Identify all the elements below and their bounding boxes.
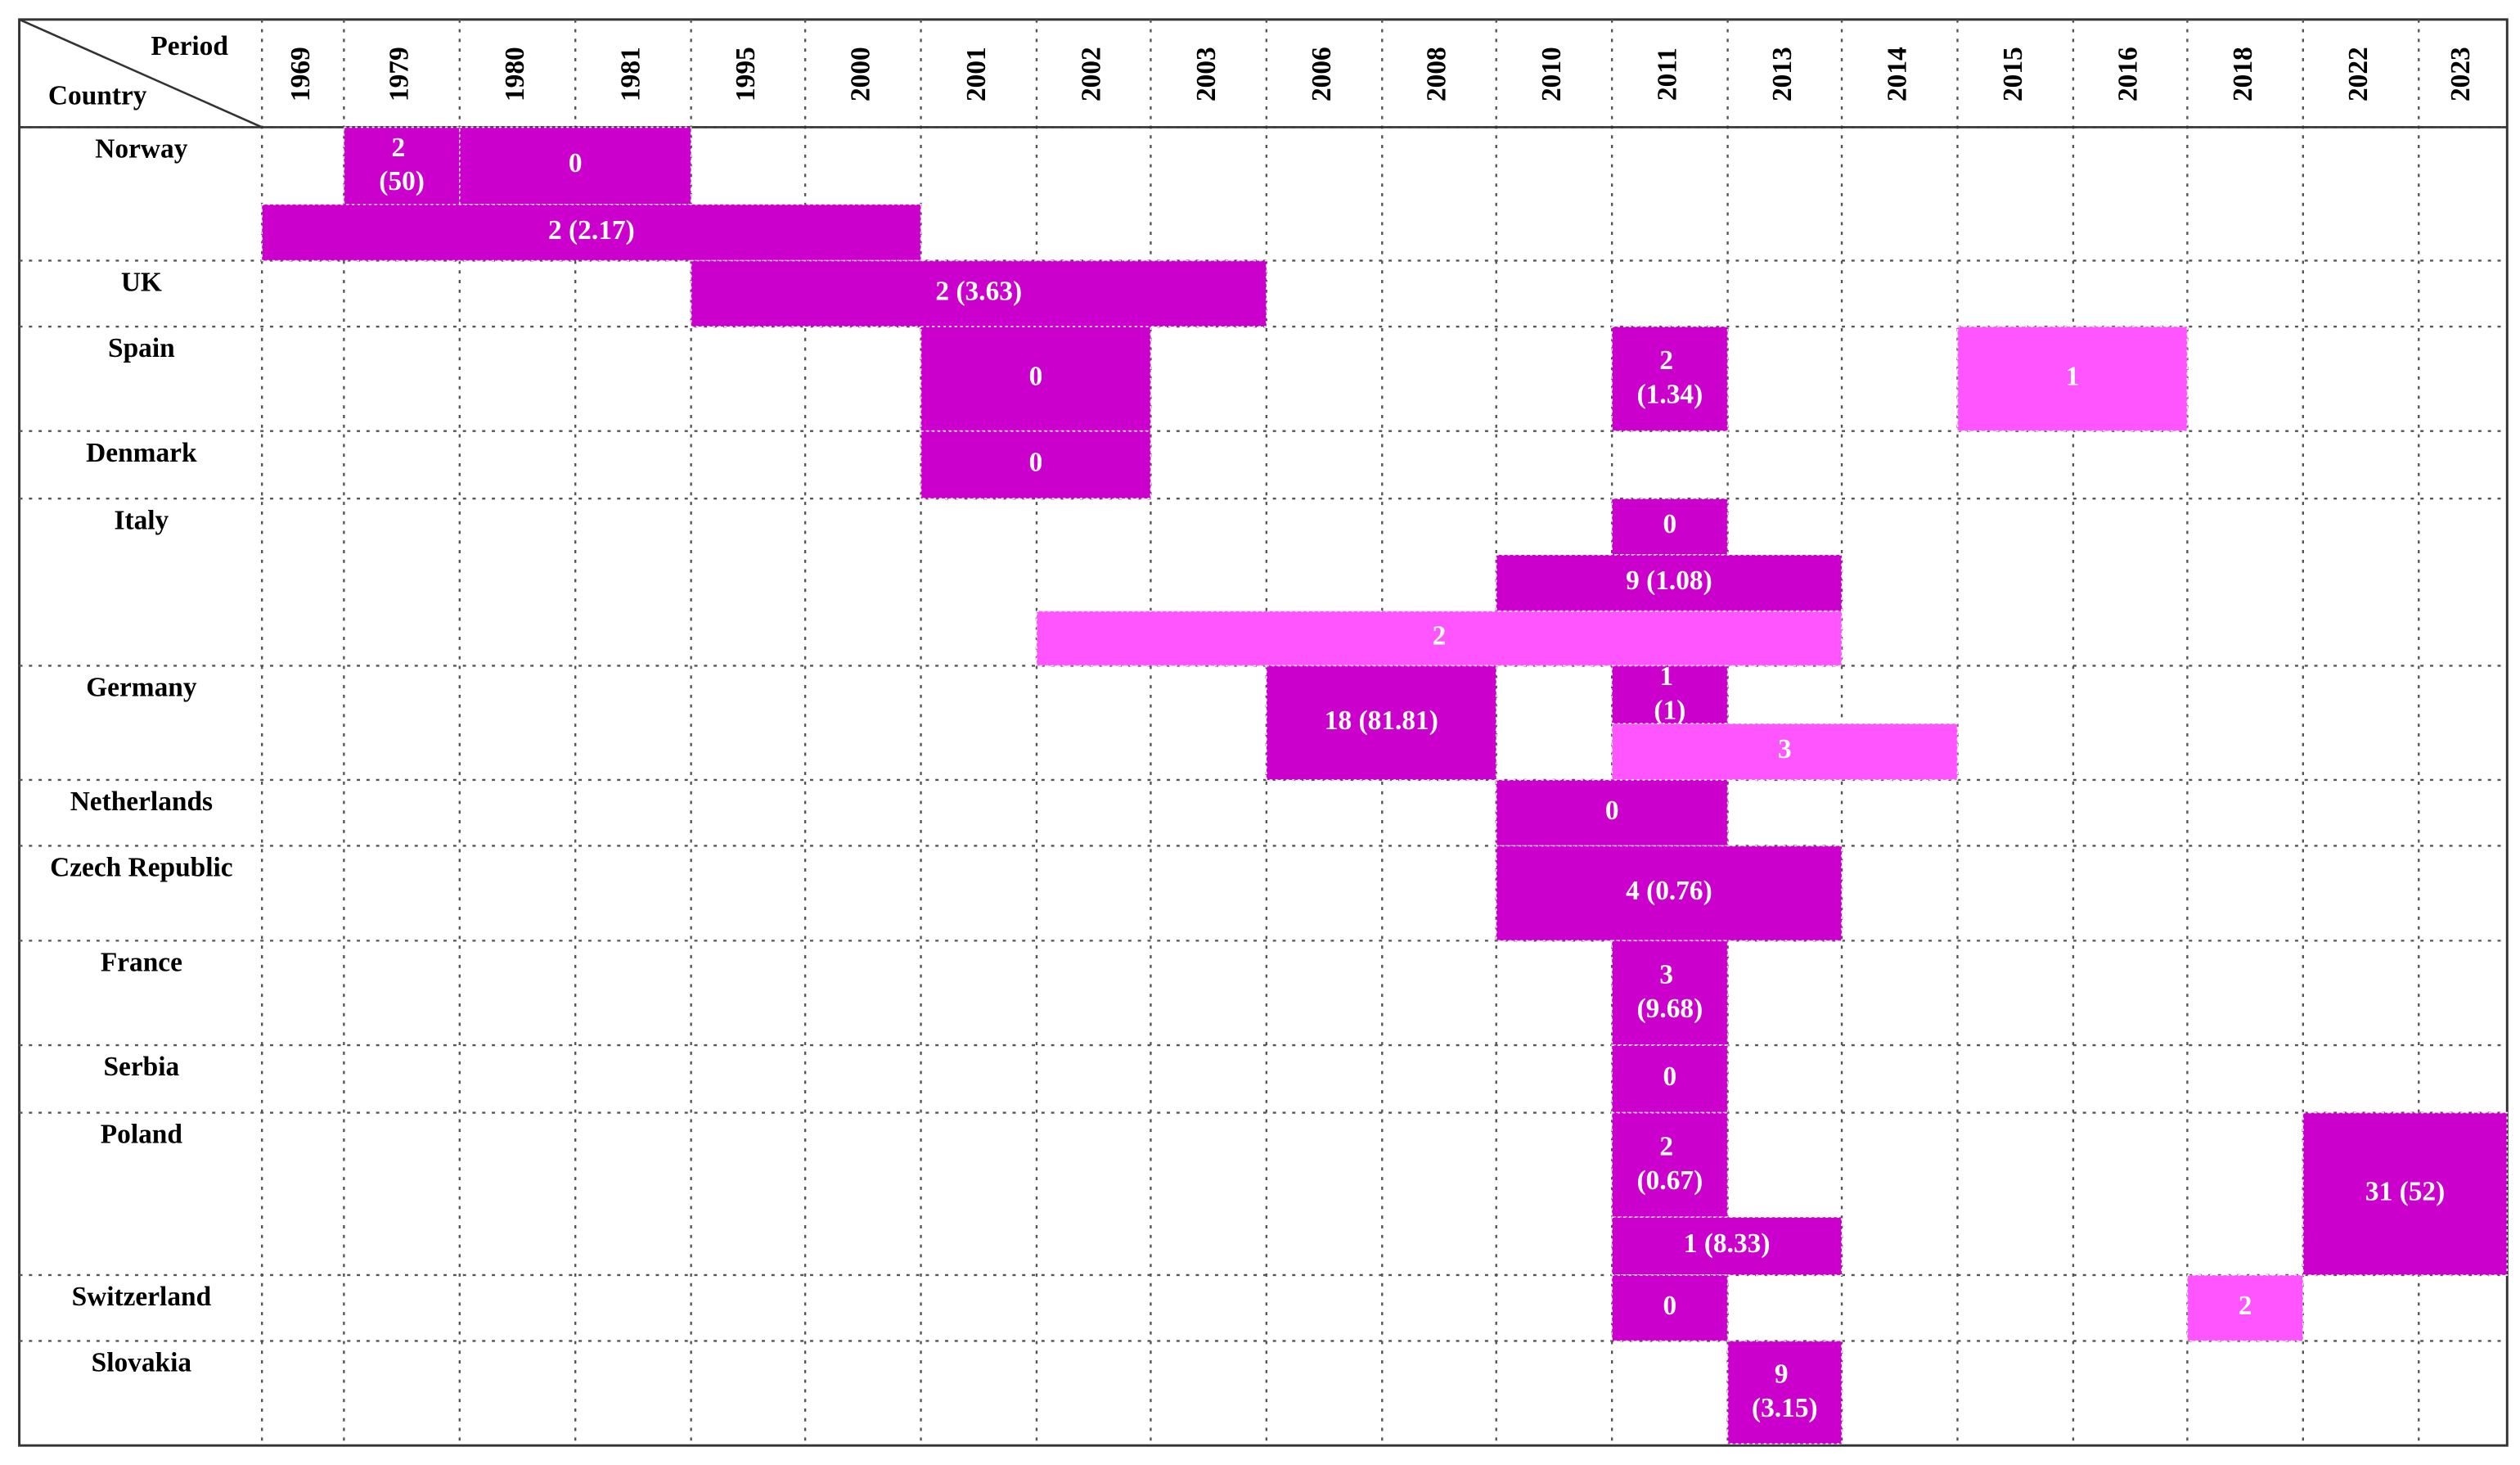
- bar-label: 1 (8.33): [1684, 1228, 1771, 1259]
- year-label: 2018: [2228, 47, 2258, 101]
- year-label: 1995: [731, 47, 761, 101]
- year-label: 2002: [1076, 47, 1106, 101]
- country-label: France: [101, 947, 182, 977]
- bar-label-line: (9.68): [1637, 993, 1703, 1023]
- bar-label-line: 9: [1775, 1359, 1795, 1389]
- bar-label: 0: [1663, 1291, 1677, 1321]
- period-bar: [1611, 665, 1729, 724]
- year-label: 2022: [2343, 47, 2374, 101]
- bar-label: 9 (1.08): [1626, 566, 1712, 596]
- period-bar: [343, 126, 461, 205]
- bar-label-line: 2: [1659, 345, 1680, 376]
- period-bar: [1611, 940, 1729, 1046]
- country-label: UK: [121, 268, 162, 298]
- bar-label: 18 (81.81): [1325, 705, 1438, 736]
- period-bar: [1726, 1340, 1843, 1445]
- bar-label: 3 (9.68): [1637, 959, 1703, 1023]
- country-label: Slovakia: [92, 1348, 192, 1378]
- period-bar: [1611, 1111, 1729, 1219]
- period-bar: [1611, 1274, 1729, 1342]
- bar-label: 0: [1663, 1062, 1677, 1092]
- bar-label: 2: [2239, 1291, 2252, 1321]
- bar-label: 3: [1778, 734, 1792, 764]
- bar-label: 0: [1663, 509, 1677, 539]
- period-bar: [920, 430, 1152, 499]
- period-bar: [261, 203, 922, 262]
- period-bar: [1611, 326, 1729, 432]
- period-bar: [1495, 779, 1729, 847]
- period-bar: [1956, 326, 2189, 432]
- bar-label-line: (1): [1654, 695, 1685, 725]
- period-bar: [920, 326, 1152, 432]
- bar-label: 2 (3.63): [935, 276, 1022, 306]
- year-label: 1969: [286, 47, 316, 101]
- bar-label: 0: [1029, 448, 1043, 478]
- period-bar: [1266, 665, 1497, 781]
- bar-label-line: 1: [1659, 661, 1680, 692]
- year-label: 2023: [2446, 47, 2476, 101]
- year-label: 2014: [1882, 47, 1912, 101]
- period-bar: [2186, 1274, 2304, 1342]
- bar-label-line: (3.15): [1752, 1393, 1818, 1423]
- year-label: 1979: [385, 47, 415, 101]
- country-label: Serbia: [103, 1052, 179, 1082]
- period-bar: [459, 126, 692, 205]
- period-bar: [1611, 723, 1959, 781]
- bar-label: 1 (1): [1654, 661, 1685, 725]
- year-label: 2010: [1537, 47, 1567, 101]
- year-label: 2001: [961, 47, 992, 101]
- period-header: Period: [151, 31, 228, 61]
- year-label: 2006: [1307, 47, 1337, 101]
- country-label: Spain: [108, 333, 175, 363]
- year-label: 2003: [1191, 47, 1222, 101]
- bar-label: 4 (0.76): [1626, 876, 1712, 906]
- country-label: Netherlands: [70, 787, 213, 817]
- country-label: Norway: [95, 134, 187, 165]
- bar-label: 2 (50): [379, 133, 425, 196]
- bar-label: 2 (2.17): [548, 215, 635, 246]
- country-label: Switzerland: [72, 1282, 212, 1312]
- corner-diagonal: [19, 18, 263, 128]
- period-bar: [1495, 554, 1843, 612]
- bar-label: 2 (1.34): [1637, 345, 1703, 409]
- year-label: 2008: [1422, 47, 1452, 101]
- period-bar: [1611, 1216, 1843, 1276]
- bar-label: 2: [1433, 621, 1447, 651]
- bar-label: 2 (0.67): [1637, 1131, 1703, 1195]
- year-label: 1981: [616, 47, 646, 101]
- bar-label-line: 2: [1659, 1131, 1680, 1161]
- bar-label: 9 (3.15): [1752, 1359, 1818, 1422]
- country-label: Germany: [86, 673, 197, 703]
- country-label: Poland: [101, 1120, 183, 1150]
- year-label: 2016: [2113, 47, 2143, 101]
- country-label: Italy: [114, 505, 169, 535]
- country-label: Denmark: [86, 438, 197, 468]
- year-label: 2011: [1653, 47, 1683, 101]
- bar-label: 31 (52): [2365, 1176, 2445, 1206]
- bar-label: 0: [1605, 796, 1619, 826]
- year-label: 1980: [500, 47, 530, 101]
- period-bar: [1611, 1044, 1729, 1114]
- country-header: Country: [48, 81, 147, 111]
- bar-label-line: 3: [1659, 959, 1680, 989]
- period-bar: [1611, 498, 1729, 556]
- year-label: 2015: [1998, 47, 2028, 101]
- bar-label: 0: [569, 148, 583, 178]
- bar-label: 0: [1029, 362, 1043, 392]
- bar-label: 1: [2066, 362, 2080, 392]
- period-bar: [690, 259, 1267, 327]
- country-label: Czech Republic: [50, 853, 232, 883]
- bar-label-line: (0.67): [1637, 1165, 1703, 1196]
- bar-label-line: (1.34): [1637, 379, 1703, 409]
- period-bar: [2302, 1111, 2509, 1276]
- bar-label-line: 2: [392, 133, 412, 163]
- year-label: 2000: [845, 47, 875, 101]
- bar-label-line: (50): [379, 166, 425, 196]
- period-bar: [1495, 845, 1843, 942]
- year-label: 2013: [1767, 47, 1798, 101]
